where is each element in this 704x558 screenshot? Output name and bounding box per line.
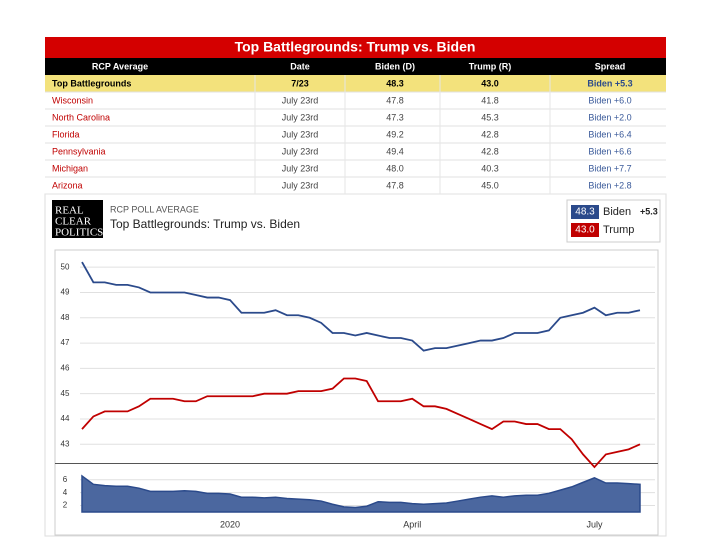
table-header: Biden (D) [375, 61, 415, 71]
y-tick-label: 2 [63, 501, 68, 510]
table-cell: July 23rd [282, 163, 319, 173]
legend-value: 48.3 [575, 207, 595, 218]
table-title-bar [45, 37, 666, 58]
table-cell: Biden +6.4 [588, 129, 631, 139]
legend-spread: +5.3 [640, 206, 658, 216]
y-tick-label: 4 [63, 488, 68, 497]
table-cell: Biden +5.3 [587, 78, 632, 88]
table-cell: North Carolina [52, 112, 110, 122]
y-tick-label: 6 [63, 475, 68, 484]
table-cell: July 23rd [282, 95, 319, 105]
table-cell: 49.4 [386, 146, 404, 156]
table-cell: 45.3 [481, 112, 499, 122]
legend-value: 43.0 [575, 225, 595, 236]
table-header: Trump (R) [469, 61, 512, 71]
y-tick-label: 45 [61, 389, 70, 398]
y-tick-label: 43 [61, 439, 70, 448]
legend-name: Trump [603, 224, 634, 236]
table-cell: 48.0 [386, 163, 404, 173]
table-cell: Biden +6.6 [588, 146, 631, 156]
table-cell: July 23rd [282, 180, 319, 190]
legend-swatch [571, 223, 599, 237]
y-tick-label: 46 [61, 363, 70, 372]
y-tick-label: 48 [61, 313, 70, 322]
logo-text: REAL [55, 205, 84, 217]
table-cell: July 23rd [282, 129, 319, 139]
table-cell: Michigan [52, 163, 88, 173]
table-cell: 49.2 [386, 129, 404, 139]
table-cell: 42.8 [481, 129, 499, 139]
series-line [81, 261, 641, 352]
y-tick-label: 49 [61, 288, 70, 297]
table-header: RCP Average [92, 61, 148, 71]
table-title: Top Battlegrounds: Trump vs. Biden [235, 39, 476, 55]
table-cell: 48.3 [386, 78, 404, 88]
table-cell: July 23rd [282, 146, 319, 156]
x-tick-label: April [403, 519, 421, 529]
table-cell: 45.0 [481, 180, 499, 190]
spread-area [81, 474, 641, 513]
x-tick-label: July [586, 519, 603, 529]
y-tick-label: 47 [61, 338, 70, 347]
table-cell: 7/23 [291, 78, 309, 88]
table-cell: Pennsylvania [52, 146, 106, 156]
logo-text: POLITICS [55, 227, 103, 239]
y-tick-label: 44 [61, 414, 70, 423]
x-tick-label: 2020 [220, 519, 240, 529]
table-header: Date [290, 61, 310, 71]
table-header-bar [45, 58, 666, 75]
table-cell: Biden +2.0 [588, 112, 631, 122]
summary-row-bg [45, 75, 666, 92]
table-cell: 47.8 [386, 95, 404, 105]
table-cell: July 23rd [282, 112, 319, 122]
series-line [81, 377, 641, 469]
legend-swatch [571, 205, 599, 219]
table-cell: Biden +6.0 [588, 95, 631, 105]
y-tick-label: 50 [61, 262, 70, 271]
table-cell: Biden +2.8 [588, 180, 631, 190]
table-cell: 42.8 [481, 146, 499, 156]
logo-box [52, 200, 103, 238]
table-cell: Wisconsin [52, 95, 93, 105]
chart-label: RCP POLL AVERAGE [110, 204, 199, 214]
table-header: Spread [595, 61, 626, 71]
table-cell: 41.8 [481, 95, 499, 105]
legend-name: Biden [603, 206, 631, 218]
table-cell: 47.8 [386, 180, 404, 190]
table-cell: Arizona [52, 180, 83, 190]
chart-title: Top Battlegrounds: Trump vs. Biden [110, 217, 300, 231]
table-cell: 43.0 [481, 78, 499, 88]
table-cell: 47.3 [386, 112, 404, 122]
table-cell: Florida [52, 129, 80, 139]
table-cell: 40.3 [481, 163, 499, 173]
table-cell: Biden +7.7 [588, 163, 631, 173]
table-cell: Top Battlegrounds [52, 78, 131, 88]
logo-text: CLEAR [55, 216, 92, 228]
plot-frame [54, 249, 659, 536]
